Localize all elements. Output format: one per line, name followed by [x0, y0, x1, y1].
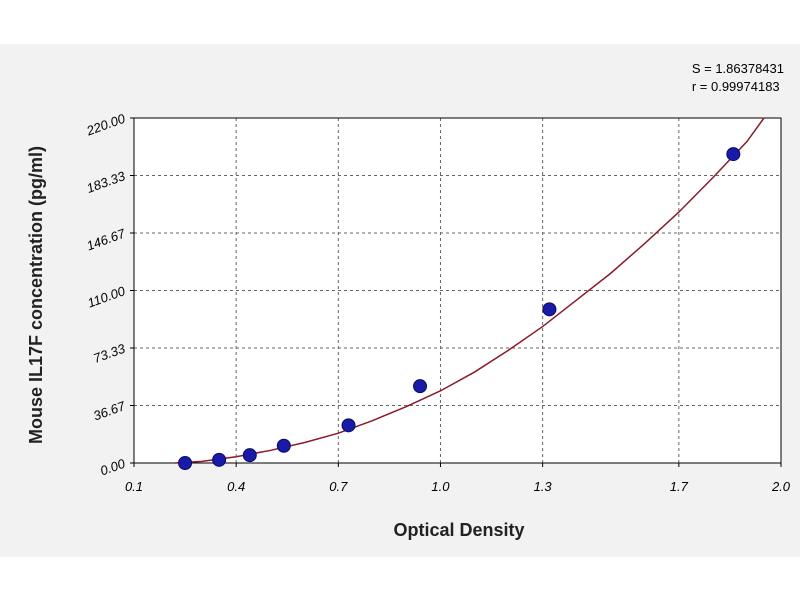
data-point	[413, 379, 428, 394]
x-tick-label: 0.4	[227, 479, 245, 494]
s-statistic: S = 1.86378431	[691, 61, 784, 76]
fit-curve-line	[174, 117, 765, 464]
data-points	[178, 147, 741, 470]
x-tick-label: 1.7	[670, 479, 689, 494]
data-point	[726, 147, 741, 162]
x-tick-label: 0.1	[125, 479, 143, 494]
data-point	[341, 418, 356, 433]
plot-area	[134, 118, 781, 463]
x-tick-label: 1.0	[431, 479, 450, 494]
r-statistic: r = 0.99974183	[691, 79, 780, 94]
data-point	[276, 438, 291, 453]
y-axis-ticks: 0.00 36.67 73.33 110.00 146.67 183.33 220.00	[84, 110, 134, 478]
y-tick-label: 36.67	[91, 398, 127, 423]
y-tick-label: 183.33	[85, 168, 128, 196]
fit-statistics: S = 1.86378431 r = 0.99974183	[692, 60, 784, 96]
data-point	[178, 456, 193, 470]
x-tick-label: 1.3	[534, 479, 553, 494]
data-point	[212, 452, 227, 467]
y-axis-title: Mouse IL17F concentration (pg/ml)	[26, 146, 46, 444]
x-tick-label: 0.7	[329, 479, 348, 494]
y-tick-label: 220.00	[84, 110, 128, 138]
y-tick-label: 110.00	[85, 283, 127, 311]
x-axis-ticks: 0.1 0.4 0.7 1.0 1.3 1.7 2.0	[125, 463, 791, 494]
y-tick-label: 146.67	[85, 225, 128, 253]
data-point	[542, 302, 557, 317]
fit-curve	[174, 117, 765, 464]
x-axis-title: Optical Density	[393, 520, 524, 540]
y-tick-label: 0.00	[98, 455, 128, 478]
data-point	[242, 448, 257, 463]
y-tick-label: 73.33	[91, 340, 127, 365]
x-tick-label: 2.0	[771, 479, 791, 494]
